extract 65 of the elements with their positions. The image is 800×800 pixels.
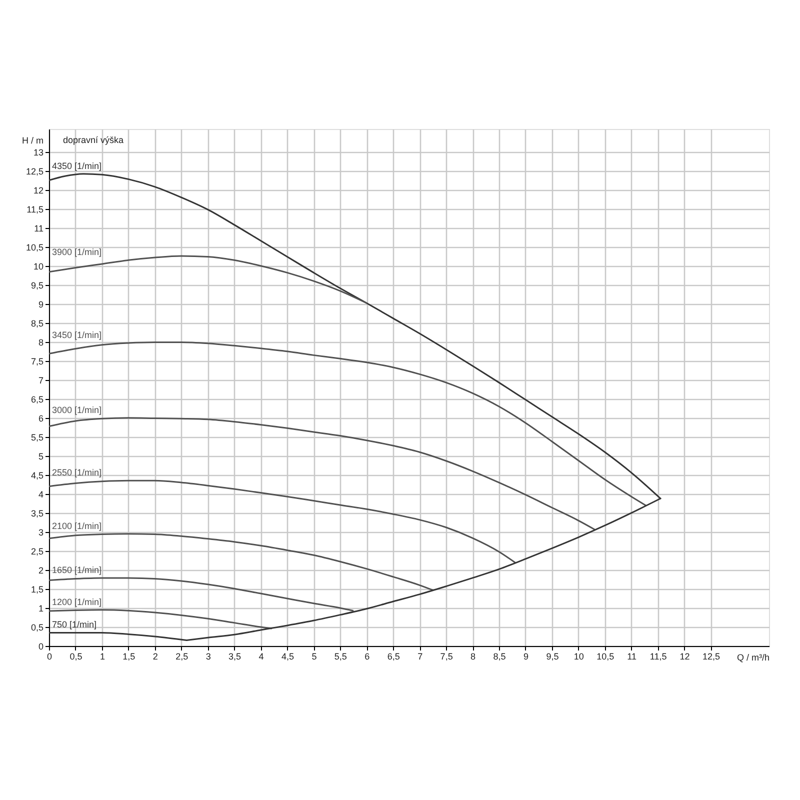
y-tick-label: 4,5 bbox=[30, 470, 44, 480]
annotation: dopravní výška bbox=[63, 135, 124, 145]
y-tick-label: 8,5 bbox=[30, 318, 44, 328]
series-label: 3900 [1/min] bbox=[52, 247, 102, 258]
y-tick-label: 3 bbox=[38, 527, 44, 538]
x-tick-label: 1,5 bbox=[122, 652, 136, 662]
series-label: 3450 [1/min] bbox=[52, 330, 102, 340]
x-tick-label: 9 bbox=[523, 652, 528, 662]
x-tick-label: 12 bbox=[680, 652, 690, 662]
y-tick-label: 1,5 bbox=[30, 584, 44, 594]
x-tick-label: 0,5 bbox=[70, 652, 82, 662]
y-tick-label: 7,5 bbox=[30, 356, 44, 366]
y-tick-label: 11,5 bbox=[26, 204, 44, 214]
x-tick-label: 7 bbox=[418, 652, 423, 662]
series-label: 4350 [1/min] bbox=[52, 160, 102, 171]
x-tick-label: 6,5 bbox=[387, 652, 400, 662]
y-tick-label: 6,5 bbox=[30, 394, 44, 404]
x-tick-label: 2,5 bbox=[176, 652, 188, 662]
x-tick-label: 8 bbox=[470, 652, 476, 662]
y-tick-label: 10 bbox=[33, 261, 44, 272]
x-tick-label: 8,5 bbox=[493, 652, 506, 662]
y-tick-label: 7 bbox=[38, 375, 44, 386]
x-tick-label: 2 bbox=[152, 652, 158, 662]
y-tick-label: 3,5 bbox=[30, 508, 44, 518]
y-tick-label: 9,5 bbox=[30, 280, 44, 290]
x-tick-label: 4,5 bbox=[281, 652, 294, 662]
y-tick-label: 11 bbox=[34, 223, 44, 234]
x-tick-label: 10 bbox=[574, 652, 584, 662]
series-label: 3000 [1/min] bbox=[52, 404, 102, 415]
x-tick-label: 9,5 bbox=[546, 652, 559, 662]
x-axis-title: Q / m³/h bbox=[736, 652, 770, 662]
y-tick-label: 2 bbox=[38, 565, 44, 576]
x-tick-label: 3,5 bbox=[228, 652, 242, 662]
y-tick-label: 10,5 bbox=[26, 242, 44, 252]
x-tick-label: 5,5 bbox=[334, 652, 347, 662]
series-label: 1200 [1/min] bbox=[52, 596, 102, 607]
x-tick-label: 0 bbox=[46, 652, 52, 662]
y-tick-label: 0,5 bbox=[30, 622, 44, 632]
series-label: 750 [1/min] bbox=[52, 620, 97, 630]
y-tick-label: 12,5 bbox=[26, 166, 44, 176]
x-tick-label: 4 bbox=[258, 652, 264, 662]
x-tick-label: 7,5 bbox=[440, 652, 453, 662]
y-tick-label: 0 bbox=[38, 642, 44, 652]
y-axis-title: H / m bbox=[22, 136, 44, 146]
x-tick-label: 1 bbox=[100, 652, 105, 662]
y-tick-label: 6 bbox=[38, 413, 44, 424]
y-tick-label: 5,5 bbox=[30, 432, 44, 442]
series-label: 1650 [1/min] bbox=[52, 564, 102, 575]
y-tick-label: 8 bbox=[38, 337, 44, 348]
x-tick-label: 6 bbox=[364, 652, 370, 662]
x-tick-label: 11 bbox=[627, 652, 637, 662]
x-tick-label: 10,5 bbox=[596, 652, 614, 662]
y-tick-label: 13 bbox=[33, 147, 44, 158]
x-tick-label: 5 bbox=[312, 652, 317, 662]
series-label: 2550 [1/min] bbox=[52, 468, 102, 478]
x-tick-label: 12,5 bbox=[702, 652, 720, 662]
y-tick-label: 5 bbox=[38, 451, 44, 462]
y-tick-label: 2,5 bbox=[30, 546, 44, 556]
series-label: 2100 [1/min] bbox=[52, 520, 102, 531]
y-tick-label: 9 bbox=[38, 299, 44, 310]
y-tick-label: 4 bbox=[38, 489, 44, 500]
x-tick-label: 11,5 bbox=[650, 652, 667, 662]
y-tick-label: 12 bbox=[33, 185, 44, 196]
y-tick-label: 1 bbox=[38, 603, 44, 614]
x-tick-label: 3 bbox=[206, 652, 211, 662]
